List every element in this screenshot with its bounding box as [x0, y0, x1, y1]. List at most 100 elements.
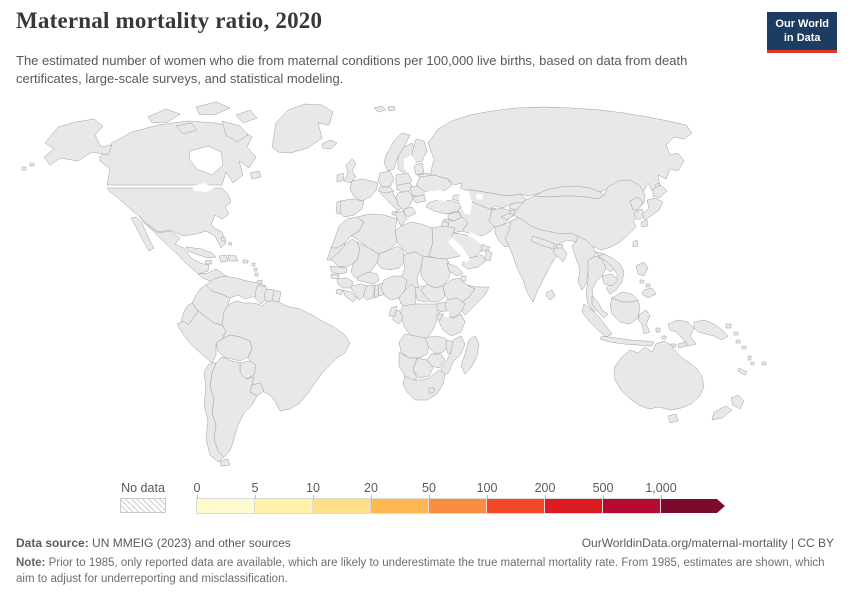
- country-philippines[interactable]: [635, 261, 657, 299]
- legend-bar[interactable]: 0 5 10 20 50 100 200 500 1,000: [194, 481, 725, 514]
- country-vietnam[interactable]: [597, 253, 625, 295]
- country-canada[interactable]: [99, 120, 257, 186]
- country-france[interactable]: [349, 178, 379, 202]
- data-source-label: Data source:: [16, 536, 89, 550]
- country-bangladesh[interactable]: [552, 247, 568, 263]
- country-ireland[interactable]: [336, 172, 345, 183]
- country-south-korea[interactable]: [633, 208, 646, 221]
- country-baltics[interactable]: [413, 162, 425, 176]
- country-fiji[interactable]: [761, 361, 767, 366]
- country-dominican-republic[interactable]: [227, 254, 239, 262]
- owid-logo[interactable]: Our World in Data: [767, 12, 837, 53]
- baltic-sea: [404, 155, 416, 173]
- country-greece[interactable]: [403, 206, 417, 218]
- country-bahamas[interactable]: [220, 236, 233, 246]
- world-map[interactable]: [0, 95, 850, 480]
- country-togo[interactable]: [373, 284, 380, 299]
- data-source-value: UN MMEIG (2023) and other sources: [88, 536, 291, 550]
- country-gambia[interactable]: [330, 273, 340, 280]
- country-south-africa[interactable]: [402, 369, 446, 401]
- country-japan[interactable]: [640, 184, 668, 228]
- country-finland[interactable]: [411, 138, 428, 164]
- country-germany[interactable]: [377, 170, 395, 188]
- country-angola[interactable]: [398, 333, 430, 359]
- country-zambia[interactable]: [424, 335, 450, 355]
- country-jamaica[interactable]: [204, 259, 213, 265]
- country-lesotho[interactable]: [428, 387, 435, 394]
- lake-victoria: [444, 312, 449, 317]
- country-new-caledonia[interactable]: [737, 367, 748, 376]
- country-sierra-leone[interactable]: [335, 288, 344, 296]
- country-tunisia[interactable]: [394, 210, 408, 227]
- owid-logo-line1: Our World: [775, 18, 829, 30]
- legend-tick-label: 0: [193, 481, 201, 495]
- country-iceland[interactable]: [321, 139, 338, 150]
- persian-gulf: [468, 232, 486, 245]
- country-bolivia[interactable]: [215, 334, 253, 362]
- country-papua-new-guinea[interactable]: [693, 319, 739, 341]
- chart-url[interactable]: OurWorldinData.org/maternal-mortality | …: [581, 536, 834, 550]
- legend-no-data[interactable]: No data: [120, 481, 166, 513]
- country-cambodia[interactable]: [601, 273, 619, 287]
- country-canada-islands[interactable]: [147, 101, 262, 180]
- country-south-sudan[interactable]: [420, 283, 446, 303]
- country-greenland[interactable]: [271, 103, 334, 154]
- country-haiti[interactable]: [218, 254, 229, 263]
- country-madagascar[interactable]: [460, 335, 480, 375]
- country-uk[interactable]: [343, 158, 357, 184]
- country-gabon[interactable]: [388, 305, 398, 317]
- country-somalia[interactable]: [460, 284, 490, 316]
- country-australia[interactable]: [613, 340, 705, 424]
- legend-tick-mark: [661, 495, 662, 499]
- country-eritrea[interactable]: [446, 262, 464, 277]
- country-alpine-states[interactable]: [377, 186, 395, 194]
- country-tanzania[interactable]: [438, 313, 466, 337]
- country-niger[interactable]: [376, 245, 406, 271]
- legend-tick-mark: [603, 495, 604, 499]
- country-oman[interactable]: [483, 248, 493, 262]
- legend-segment: [602, 498, 661, 514]
- country-egypt[interactable]: [428, 225, 461, 260]
- legend-no-data-label: No data: [121, 481, 165, 495]
- country-puerto-rico[interactable]: [242, 259, 249, 264]
- country-lesser-antilles[interactable]: [251, 262, 259, 277]
- page-title: Maternal mortality ratio, 2020: [16, 8, 323, 33]
- country-mozambique[interactable]: [440, 335, 466, 377]
- legend-segment: [661, 499, 725, 513]
- country-malaysia[interactable]: [591, 295, 609, 319]
- country-djibouti[interactable]: [460, 275, 467, 282]
- country-guinea[interactable]: [336, 277, 354, 289]
- country-nepal[interactable]: [530, 235, 556, 250]
- country-burkina-faso[interactable]: [356, 271, 380, 285]
- no-data-swatch: [120, 498, 166, 513]
- country-new-zealand[interactable]: [711, 394, 745, 421]
- country-central-europe[interactable]: [395, 182, 415, 194]
- country-myanmar[interactable]: [571, 235, 597, 291]
- country-north-korea[interactable]: [629, 196, 644, 211]
- owid-logo-line2: in Data: [783, 32, 821, 45]
- country-liberia[interactable]: [342, 289, 358, 303]
- country-alaska[interactable]: [21, 118, 113, 171]
- country-turkey[interactable]: [425, 198, 463, 215]
- country-spain[interactable]: [337, 198, 365, 218]
- country-bulgaria[interactable]: [411, 194, 427, 204]
- country-sri-lanka[interactable]: [545, 289, 556, 301]
- country-guyana[interactable]: [254, 284, 268, 305]
- country-portugal[interactable]: [335, 200, 342, 215]
- country-russia[interactable]: [427, 106, 693, 197]
- note-text: Prior to 1985, only reported data are av…: [16, 557, 825, 585]
- country-thailand[interactable]: [585, 255, 607, 313]
- country-senegal[interactable]: [329, 265, 348, 275]
- country-mexico[interactable]: [130, 215, 210, 275]
- country-timor[interactable]: [677, 341, 688, 349]
- legend-tick-mark: [255, 495, 256, 499]
- country-vanuatu[interactable]: [747, 355, 755, 366]
- country-kenya[interactable]: [444, 297, 466, 319]
- world-map-svg[interactable]: [0, 95, 850, 480]
- country-taiwan[interactable]: [632, 239, 639, 248]
- country-svalbard[interactable]: [373, 105, 396, 113]
- country-chile[interactable]: [203, 362, 231, 467]
- country-cuba[interactable]: [185, 246, 217, 259]
- country-namibia[interactable]: [398, 351, 418, 383]
- country-solomon-islands[interactable]: [735, 339, 747, 350]
